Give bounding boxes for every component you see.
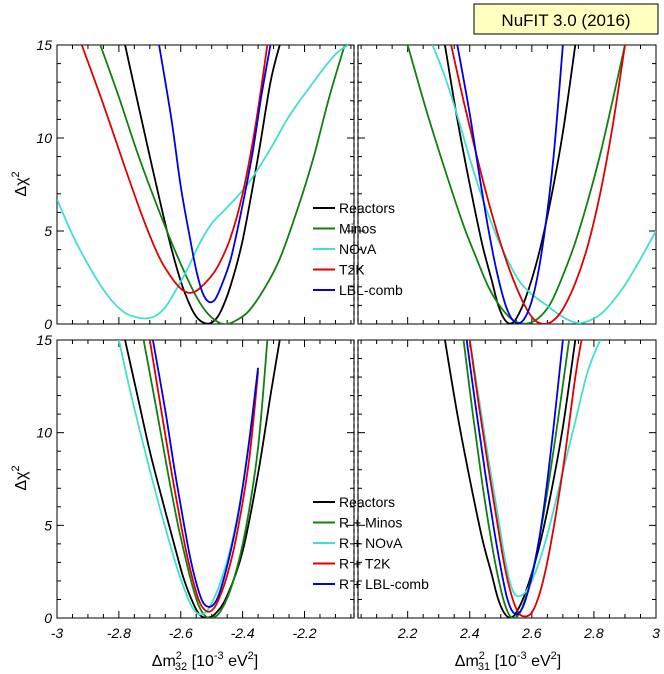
series-line-reactors-right: [444, 340, 577, 618]
x-axis-label-left: Δm2 32 [10-3 eV2]: [152, 650, 258, 673]
series-line-r-nova-right: [468, 340, 601, 598]
series-line-nova-right: [431, 45, 656, 324]
y-axis-label-bottom: Δχ2: [10, 465, 30, 490]
legend-label: R + NOvA: [339, 535, 403, 551]
series-line-r-t2k-left: [148, 340, 259, 613]
y-tick-label: 10: [36, 425, 52, 441]
y-tick-label: 5: [44, 517, 52, 533]
series-line-r-lbl-comb-left: [152, 340, 259, 608]
x-tick-label: -2.4: [231, 625, 255, 641]
bottom-left-frame: [56, 339, 355, 619]
top-right-frame: [357, 44, 657, 325]
y-tick-label: 10: [36, 130, 52, 146]
svg-text:Δχ2: Δχ2: [10, 171, 30, 196]
x-tick-label: -2.6: [169, 625, 193, 641]
x-tick-label: -3: [51, 625, 64, 641]
y-tick-label: 15: [36, 37, 52, 53]
series-line-reactors-right: [444, 45, 577, 324]
version-badge-text: NuFIT 3.0 (2016): [501, 11, 630, 30]
legend-label: T2K: [339, 262, 365, 278]
legend-layer: Reactors Minos NOvA T2K LBL-comb Reactors R + …: [313, 200, 429, 592]
series-line-r-t2k-right: [468, 340, 583, 618]
bottom-right-frame: [357, 339, 657, 619]
x-tick-label: 2.6: [521, 625, 542, 641]
svg-text:Δχ2: Δχ2: [10, 465, 30, 490]
y-tick-label: 15: [36, 332, 52, 348]
curve-layer: [57, 45, 656, 618]
series-line-r-minos-left: [142, 340, 269, 618]
legend-label: R + LBL-comb: [339, 576, 429, 592]
series-line-r-minos-right: [462, 340, 570, 618]
x-tick-label: 2.4: [459, 625, 480, 641]
series-line-minos-right: [406, 45, 626, 324]
x-axis-label-right: Δm2 31 [10-3 eV2]: [455, 650, 561, 673]
x-tick-label: -2.8: [107, 625, 131, 641]
series-line-t2k-right: [450, 45, 626, 324]
series-line-minos-left: [99, 45, 346, 324]
legend-label: Minos: [339, 221, 376, 237]
legend-label: R + T2K: [339, 556, 391, 572]
series-line-lbl-comb-right: [456, 45, 564, 324]
legend-label: Reactors: [339, 200, 395, 216]
x-tick-label: 2.8: [583, 625, 604, 641]
series-line-lbl-comb-left: [158, 45, 272, 304]
x-tick-label: -2.2: [292, 625, 316, 641]
legend-label: LBL-comb: [339, 282, 403, 298]
y-tick-label: 0: [44, 610, 52, 626]
legend-label: R + Minos: [339, 515, 402, 531]
legend-label: Reactors: [339, 494, 395, 510]
y-tick-label: 0: [44, 316, 52, 332]
y-axis-label-top: Δχ2: [10, 171, 30, 196]
y-tick-label: 5: [44, 223, 52, 239]
version-badge-box: [473, 3, 659, 35]
version-badge: NuFIT 3.0 (2016): [473, 3, 659, 35]
series-line-r-lbl-comb-right: [465, 340, 564, 616]
series-line-t2k-left: [80, 45, 269, 294]
x-tick-label: 2.2: [397, 625, 418, 641]
series-line-nova-left: [57, 45, 349, 320]
x-tick-label: 3: [652, 625, 660, 641]
legend-label: NOvA: [339, 241, 377, 257]
